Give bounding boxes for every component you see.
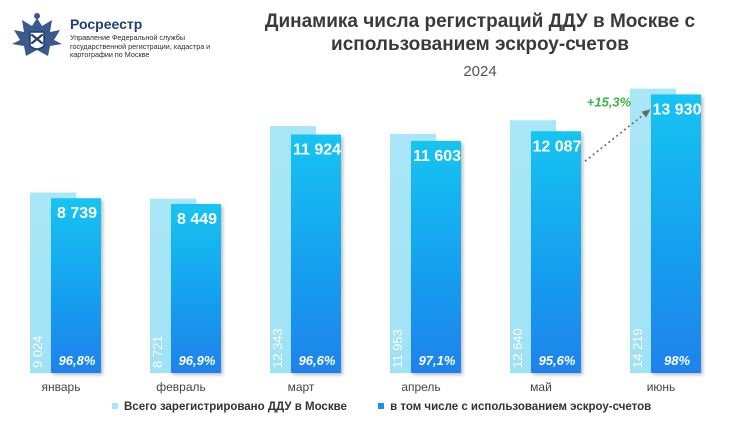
legend: Всего зарегистрировано ДДУ в Москве в то… xyxy=(112,401,679,413)
category-label-5: июнь xyxy=(647,380,676,394)
growth-arrow xyxy=(584,109,651,162)
bar-escrow-4 xyxy=(531,131,581,373)
escrow-value-label-5: 13 930 xyxy=(653,101,702,118)
category-label-0: январь xyxy=(42,380,81,394)
chart-title: Динамика числа регистраций ДДУ в Москве … xyxy=(264,11,696,55)
legend-swatch-total xyxy=(112,403,118,409)
total-value-label-3: 11 953 xyxy=(390,329,405,368)
growth-annotation: +15,3% xyxy=(587,94,632,109)
total-value-label-5: 14 219 xyxy=(630,328,645,368)
org-name: Росреестр xyxy=(70,16,143,32)
escrow-value-label-4: 12 087 xyxy=(533,138,582,155)
bar-escrow-1 xyxy=(171,204,221,373)
legend-label-total: Всего зарегистрировано ДДУ в Москве xyxy=(124,401,347,413)
total-value-label-2: 12 343 xyxy=(270,328,285,368)
escrow-share-label-1: 96,9% xyxy=(179,353,216,368)
category-label-2: март xyxy=(288,380,315,394)
bar-escrow-5 xyxy=(651,94,701,374)
org-subtitle: Управление Федеральной службы государств… xyxy=(70,33,211,60)
bar-escrow-3 xyxy=(411,140,461,373)
escrow-value-label-2: 11 924 xyxy=(293,142,341,159)
escrow-share-label-3: 97,1% xyxy=(419,353,456,368)
legend-item-escrow: в том числе с использованием эскроу-счет… xyxy=(378,401,651,413)
bar-escrow-2 xyxy=(291,134,341,373)
escrow-value-label-3: 11 603 xyxy=(413,148,461,165)
bar-escrow-0 xyxy=(51,198,101,373)
rosreestr-logo: Росреестр Управление Федеральной службы … xyxy=(8,10,218,70)
legend-item-total: Всего зарегистрировано ДДУ в Москве xyxy=(112,401,347,413)
escrow-value-label-0: 8 739 xyxy=(57,205,97,222)
total-value-label-1: 8 721 xyxy=(150,335,165,368)
eagle-emblem-icon xyxy=(12,13,62,56)
escrow-share-label-0: 96,8% xyxy=(59,353,96,368)
category-label-1: февраль xyxy=(156,380,206,394)
escrow-share-label-5: 98% xyxy=(664,353,690,368)
category-label-3: апрель xyxy=(401,380,440,394)
legend-swatch-escrow xyxy=(378,403,385,409)
total-value-label-4: 12 640 xyxy=(510,328,525,368)
legend-label-escrow: в том числе с использованием эскроу-счет… xyxy=(390,401,652,413)
escrow-share-label-4: 95,6% xyxy=(539,353,576,368)
escrow-value-label-1: 8 449 xyxy=(177,211,217,228)
total-value-label-0: 9 024 xyxy=(30,335,45,368)
chart-subtitle: 2024 xyxy=(463,63,497,80)
category-label-4: май xyxy=(530,380,552,394)
escrow-share-label-2: 96,6% xyxy=(299,353,336,368)
